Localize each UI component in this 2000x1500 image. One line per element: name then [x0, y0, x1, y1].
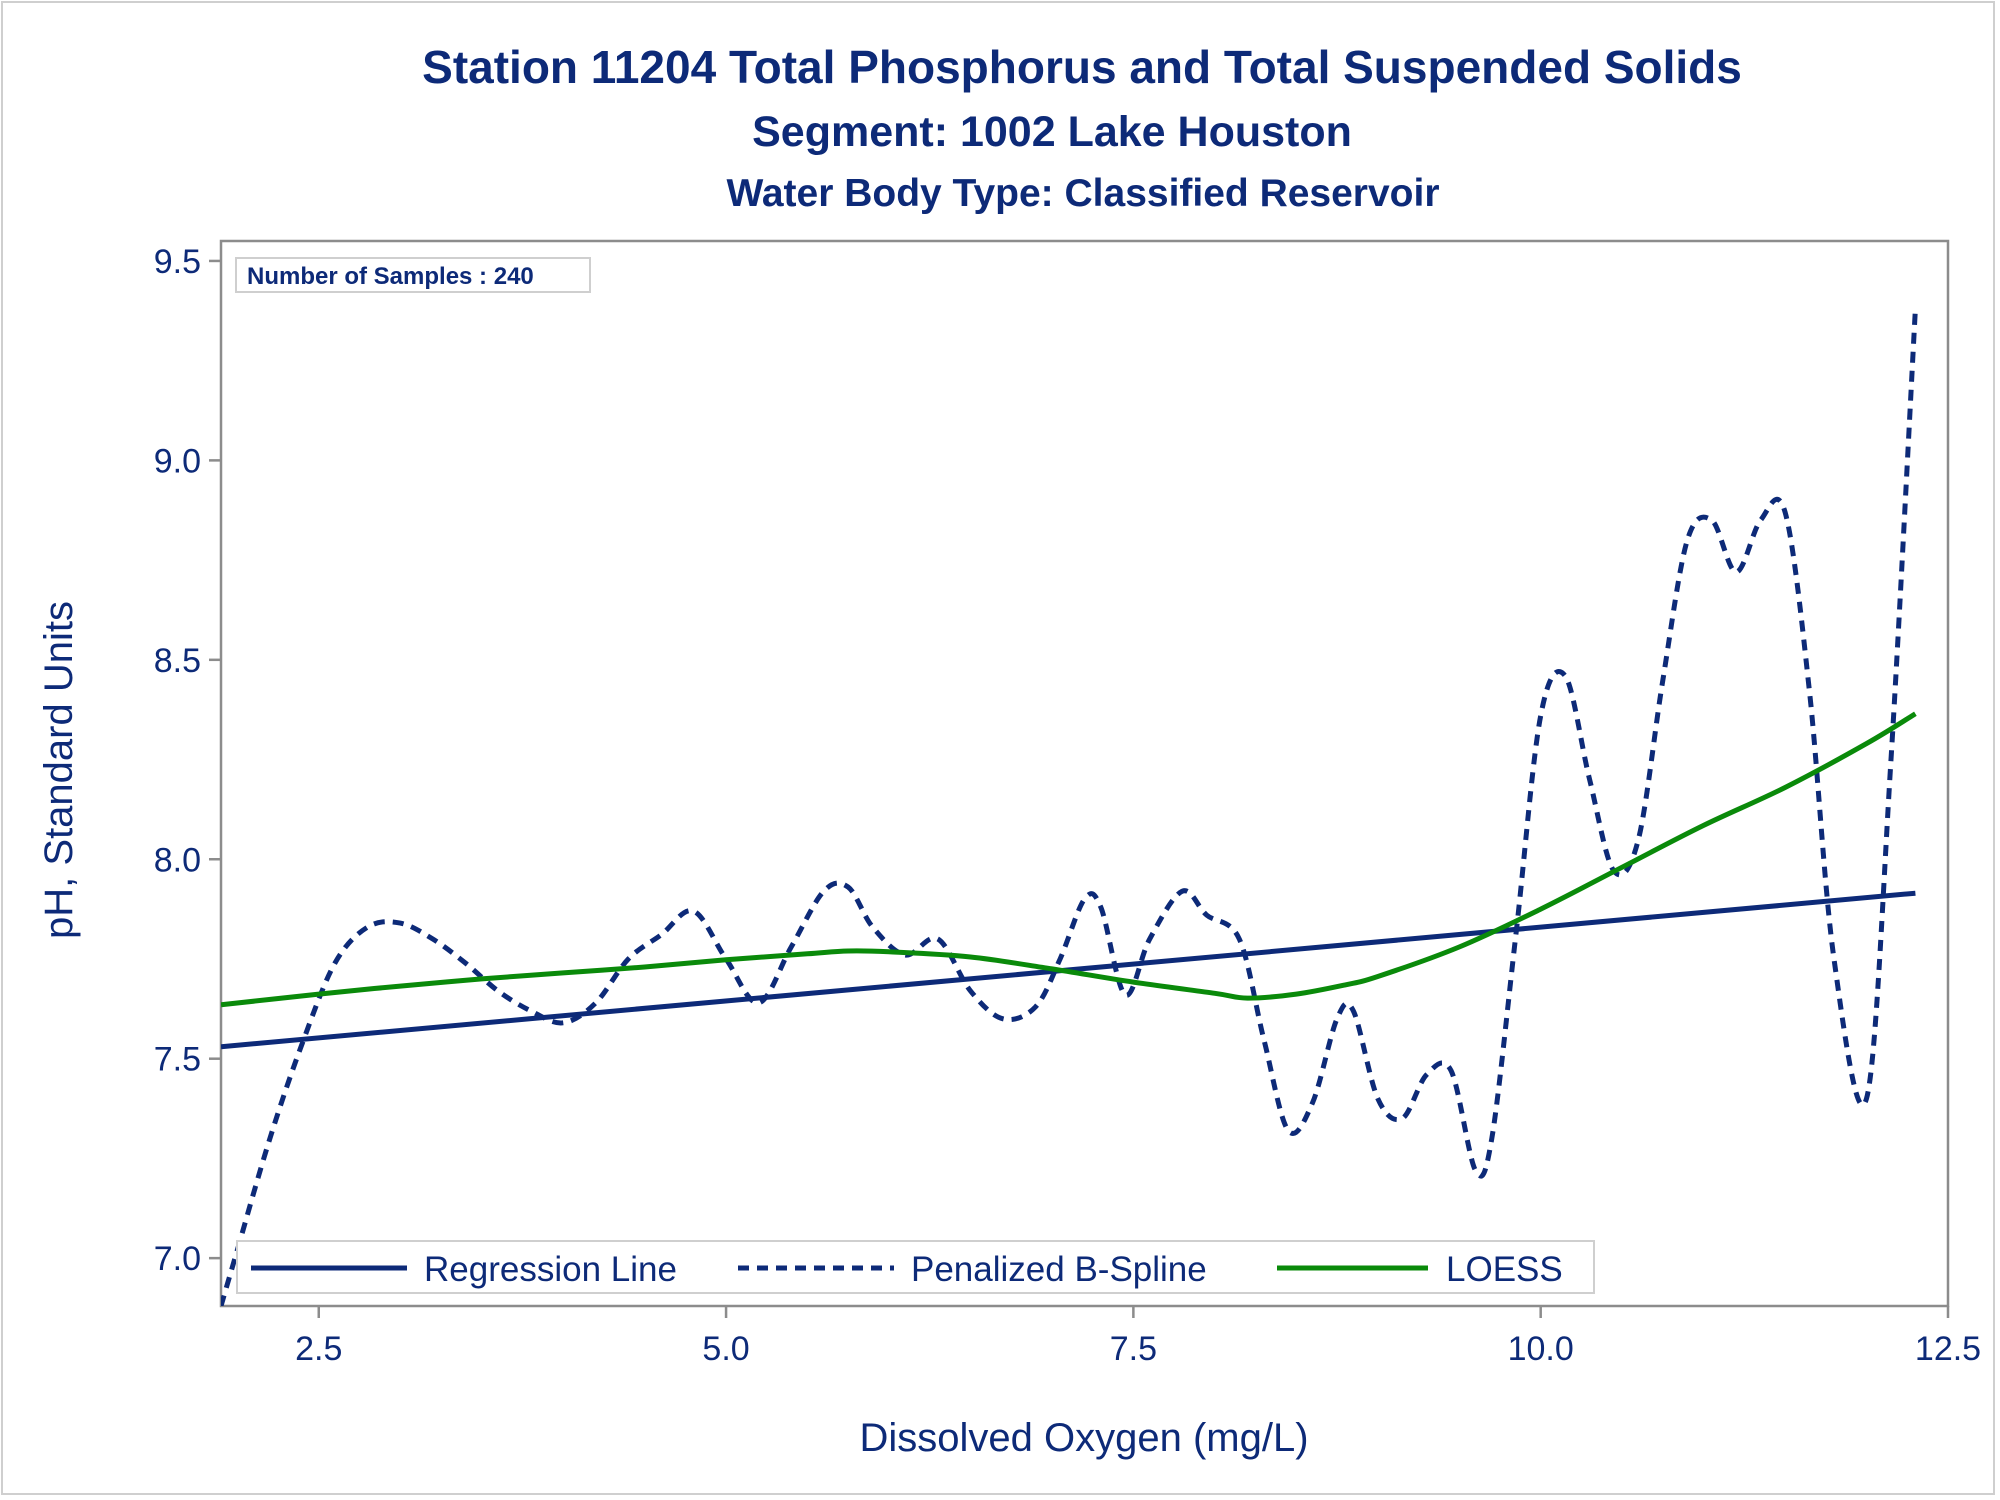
y-tick-label: 8.0	[154, 841, 201, 879]
legend-label-loess: LOESS	[1446, 1250, 1563, 1289]
legend: Regression Line Penalized B-Spline LOESS	[236, 1240, 1595, 1294]
series-layer	[221, 308, 1918, 1306]
x-tick-label: 5.0	[702, 1330, 749, 1368]
chart-subtitle-waterbody: Water Body Type: Classified Reservoir	[726, 172, 1439, 215]
chart-subtitle-segment: Segment: 1002 Lake Houston	[752, 108, 1352, 156]
samples-count-label: Number of Samples : 240	[247, 263, 534, 290]
legend-label-penalized-b-spline: Penalized B-Spline	[911, 1250, 1207, 1289]
plot-area-frame	[219, 239, 1950, 1308]
y-axis: 7.0 7.5 8.0 8.5 9.0 9.5	[154, 243, 221, 1278]
chart-title: Station 11204 Total Phosphorus and Total…	[422, 41, 1742, 93]
series-loess	[221, 711, 1917, 1008]
samples-inset: Number of Samples : 240	[235, 257, 591, 293]
y-tick-label: 7.5	[154, 1041, 201, 1079]
x-axis: 2.5 5.0 7.5 10.0 12.5	[295, 1306, 1981, 1368]
y-tick-label: 8.5	[154, 642, 201, 680]
series-penalized-b-spline	[221, 308, 1918, 1306]
y-tick-label: 9.0	[154, 442, 201, 480]
x-tick-label: 2.5	[295, 1330, 342, 1368]
x-tick-label: 10.0	[1508, 1330, 1574, 1368]
legend-label-regression-line: Regression Line	[424, 1250, 677, 1289]
samples-inset-box	[235, 257, 591, 293]
y-tick-label: 7.0	[154, 1240, 201, 1278]
y-axis-label: pH, Standard Units	[37, 601, 81, 939]
x-tick-label: 12.5	[1915, 1330, 1981, 1368]
x-tick-label: 7.5	[1110, 1330, 1157, 1368]
y-tick-label: 9.5	[154, 243, 201, 281]
x-axis-label: Dissolved Oxygen (mg/L)	[859, 1416, 1308, 1460]
